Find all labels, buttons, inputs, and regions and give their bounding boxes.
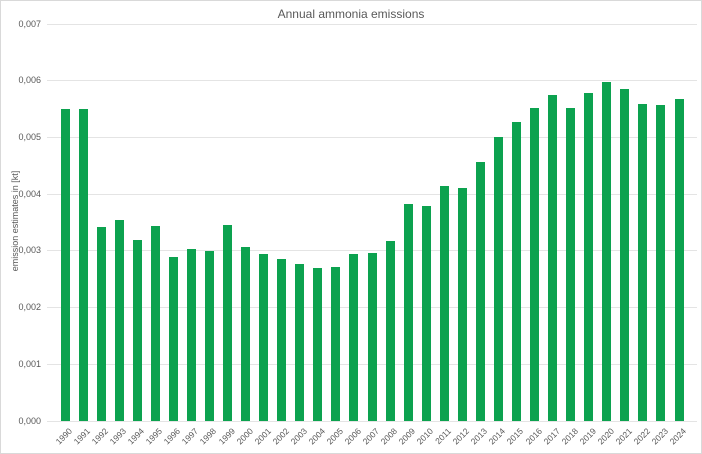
y-tick-label: 0,001 xyxy=(18,358,41,369)
bar-2010 xyxy=(421,206,431,421)
bar-2021 xyxy=(620,88,630,421)
bar-2000 xyxy=(241,246,251,421)
bar-2009 xyxy=(403,204,413,421)
y-tick-label: 0,004 xyxy=(18,188,41,199)
bar-1996 xyxy=(168,257,178,421)
gridline xyxy=(47,23,697,25)
bar-1999 xyxy=(223,224,233,421)
gridline xyxy=(47,420,697,422)
bar-2005 xyxy=(331,267,341,421)
bar-2013 xyxy=(475,161,485,421)
bar-1993 xyxy=(114,220,124,421)
bar-2001 xyxy=(259,254,269,421)
gridline xyxy=(47,136,697,138)
bar-2023 xyxy=(656,104,666,421)
bar-1997 xyxy=(186,249,196,421)
bar-2004 xyxy=(313,268,323,421)
bar-2016 xyxy=(530,107,540,421)
bar-2019 xyxy=(584,92,594,421)
bar-2008 xyxy=(385,240,395,421)
bar-2003 xyxy=(295,263,305,421)
bar-2007 xyxy=(367,252,377,421)
bar-2002 xyxy=(277,258,287,421)
bar-2020 xyxy=(602,81,612,421)
bar-2024 xyxy=(674,98,684,421)
y-tick-label: 0,003 xyxy=(18,245,41,256)
gridline xyxy=(47,193,697,195)
bar-2018 xyxy=(566,107,576,421)
bar-1994 xyxy=(132,239,142,421)
y-tick-label: 0,002 xyxy=(18,302,41,313)
gridline xyxy=(47,250,697,252)
bar-1998 xyxy=(204,250,214,421)
bar-2017 xyxy=(548,94,558,421)
bar-1995 xyxy=(150,225,160,421)
bar-2012 xyxy=(457,187,467,421)
y-axis-title: emission estimates in [kt] xyxy=(10,170,20,272)
gridline xyxy=(47,80,697,82)
bar-2014 xyxy=(493,137,503,421)
bar-1992 xyxy=(96,226,106,421)
bar-2011 xyxy=(439,185,449,421)
plot-area xyxy=(47,23,697,422)
y-tick-label: 0,006 xyxy=(18,75,41,86)
bar-2022 xyxy=(638,104,648,421)
y-tick-label: 0,005 xyxy=(18,131,41,142)
bar-1990 xyxy=(60,108,70,421)
y-tick-label: 0,007 xyxy=(18,18,41,29)
bar-2015 xyxy=(511,121,521,421)
y-tick-label: 0,000 xyxy=(18,415,41,426)
chart-title: Annual ammonia emissions xyxy=(277,7,425,21)
bar-2006 xyxy=(349,253,359,421)
bar-1991 xyxy=(78,108,88,421)
